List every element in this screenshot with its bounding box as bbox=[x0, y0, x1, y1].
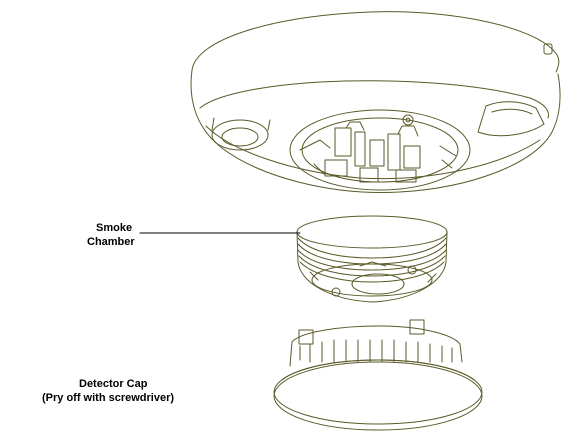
base-right-tab bbox=[477, 101, 545, 137]
base-outer-shell bbox=[190, 69, 561, 193]
base-inner-lip bbox=[199, 80, 549, 119]
detector-base bbox=[190, 11, 561, 193]
base-left-socket bbox=[211, 119, 269, 151]
detector-cap-label-line1: Detector Cap bbox=[79, 378, 148, 390]
smoke-chamber-label-line1: Smoke bbox=[96, 222, 133, 234]
base-center-recess bbox=[289, 109, 471, 191]
detector-cap bbox=[273, 319, 483, 431]
smoke-chamber bbox=[296, 215, 448, 303]
base-top-rim bbox=[191, 11, 560, 73]
smoke-chamber-label-line2: Chamber bbox=[87, 236, 135, 248]
detector-cap-label-line2: (Pry off with screwdriver) bbox=[42, 392, 175, 404]
